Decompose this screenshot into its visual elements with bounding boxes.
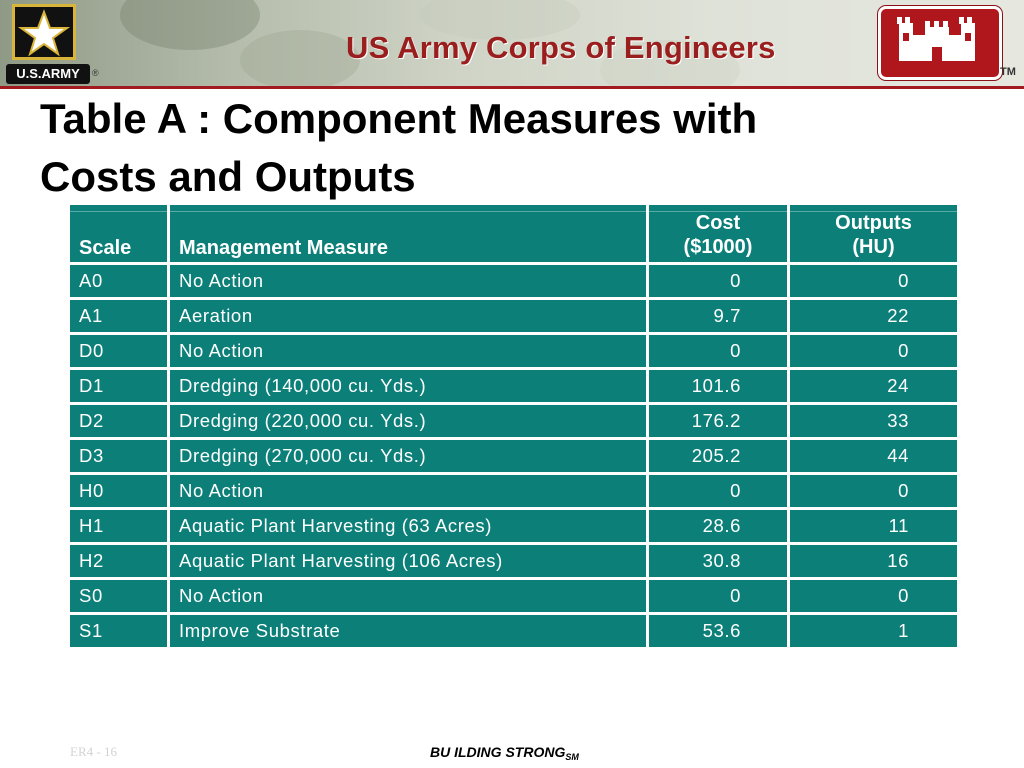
cell-scale: A0: [70, 265, 167, 297]
cell-measure: Aquatic Plant Harvesting (106 Acres): [170, 545, 646, 577]
service-mark: SM: [565, 752, 579, 762]
measures-table: Scale Management Measure Cost ($1000) Ou…: [70, 205, 958, 655]
cell-cost: 205.2: [649, 440, 787, 472]
castle-logo-icon: [878, 6, 1002, 80]
header-measure: Management Measure: [170, 205, 646, 262]
cell-scale: D3: [70, 440, 167, 472]
cell-outputs: 11: [790, 510, 957, 542]
cell-outputs: 22: [790, 300, 957, 332]
header-measure-label: Management Measure: [179, 237, 388, 259]
cell-cost: 9.7: [649, 300, 787, 332]
header-scale-label: Scale: [79, 237, 132, 259]
star-icon: [12, 4, 76, 60]
cell-measure: Aquatic Plant Harvesting (63 Acres): [170, 510, 646, 542]
header-scale: Scale: [70, 205, 167, 262]
cell-cost: 176.2: [649, 405, 787, 437]
cell-scale: S0: [70, 580, 167, 612]
cell-measure: Dredging (140,000 cu. Yds.): [170, 370, 646, 402]
slide-title-line-1: Table A : Component Measures with: [40, 95, 758, 142]
slide-number: ER4 - 16: [70, 744, 117, 759]
cell-cost: 53.6: [649, 615, 787, 647]
cell-measure: No Action: [170, 580, 646, 612]
cell-cost: 101.6: [649, 370, 787, 402]
cell-scale: H2: [70, 545, 167, 577]
header-outputs-line-2: (HU): [852, 236, 895, 258]
cell-scale: S1: [70, 615, 167, 647]
header-cost-line-1: Cost: [695, 212, 741, 234]
army-tag: U.S.ARMY: [6, 64, 90, 84]
slide-title-line-2: Costs and Outputs: [40, 153, 416, 200]
cell-cost: 0: [649, 475, 787, 507]
cell-measure: No Action: [170, 265, 646, 297]
cell-measure: Dredging (220,000 cu. Yds.): [170, 405, 646, 437]
cell-scale: D1: [70, 370, 167, 402]
table-grid: Scale Management Measure Cost ($1000) Ou…: [70, 205, 958, 647]
slide-title: Table A : Component Measures with Costs …: [40, 90, 940, 206]
cell-outputs: 16: [790, 545, 957, 577]
cell-outputs: 0: [790, 580, 957, 612]
cell-outputs: 24: [790, 370, 957, 402]
header-banner: U.S.ARMY ® US Army Corps of Engineers TM: [0, 0, 1024, 88]
cell-scale: H0: [70, 475, 167, 507]
cell-cost: 0: [649, 580, 787, 612]
org-title: US Army Corps of Engineers: [346, 30, 776, 65]
cell-outputs: 0: [790, 475, 957, 507]
header-cost-line-2: ($1000): [683, 236, 753, 258]
cell-scale: D0: [70, 335, 167, 367]
cell-outputs: 44: [790, 440, 957, 472]
cell-outputs: 33: [790, 405, 957, 437]
footer-slogan: BU ILDING STRONGSM: [430, 744, 579, 762]
header-outputs: Outputs (HU): [790, 205, 957, 262]
cell-outputs: 0: [790, 335, 957, 367]
cell-scale: D2: [70, 405, 167, 437]
cell-cost: 28.6: [649, 510, 787, 542]
cell-cost: 0: [649, 265, 787, 297]
header-cost: Cost ($1000): [649, 205, 787, 262]
registered-mark: ®: [92, 68, 99, 78]
footer-slogan-text: BU ILDING STRONG: [430, 744, 566, 760]
header-outputs-line-1: Outputs: [835, 212, 912, 234]
cell-measure: Dredging (270,000 cu. Yds.): [170, 440, 646, 472]
cell-scale: H1: [70, 510, 167, 542]
cell-measure: Improve Substrate: [170, 615, 646, 647]
cell-cost: 30.8: [649, 545, 787, 577]
us-army-logo: U.S.ARMY ®: [6, 4, 99, 84]
cell-outputs: 1: [790, 615, 957, 647]
header-rule: [0, 86, 1024, 89]
cell-outputs: 0: [790, 265, 957, 297]
cell-cost: 0: [649, 335, 787, 367]
trademark: TM: [1000, 66, 1016, 78]
cell-scale: A1: [70, 300, 167, 332]
cell-measure: No Action: [170, 475, 646, 507]
cell-measure: Aeration: [170, 300, 646, 332]
cell-measure: No Action: [170, 335, 646, 367]
